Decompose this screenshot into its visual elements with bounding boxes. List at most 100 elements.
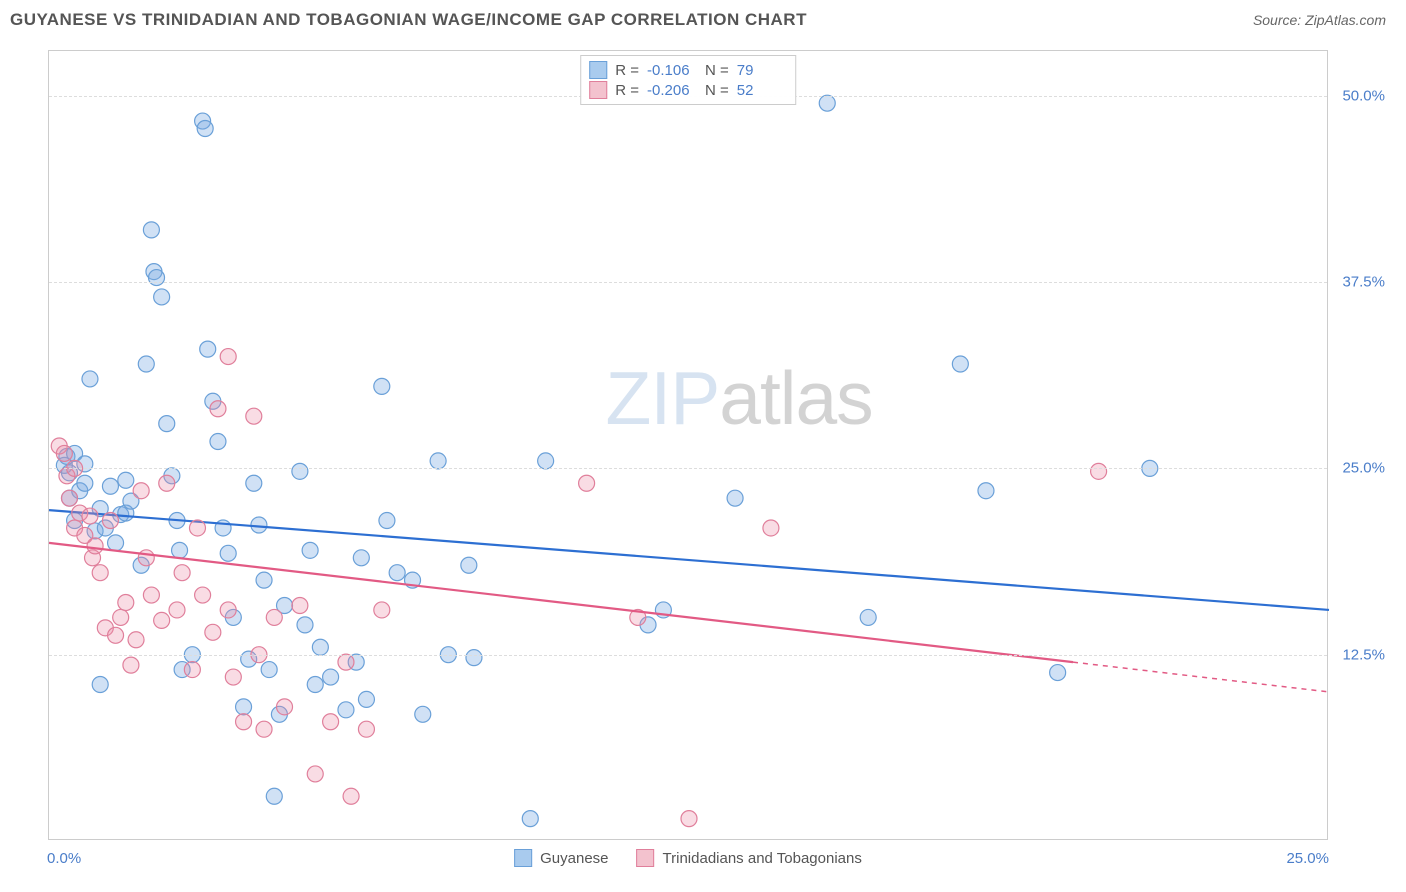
regression-line-dashed bbox=[1073, 662, 1329, 692]
scatter-point bbox=[77, 475, 93, 491]
legend-bottom: Guyanese Trinidadians and Tobagonians bbox=[514, 849, 862, 867]
scatter-point bbox=[61, 490, 77, 506]
scatter-point bbox=[149, 270, 165, 286]
scatter-point bbox=[256, 572, 272, 588]
scatter-point bbox=[292, 597, 308, 613]
gridline bbox=[49, 282, 1327, 283]
scatter-point bbox=[189, 520, 205, 536]
scatter-point bbox=[522, 811, 538, 827]
scatter-point bbox=[860, 609, 876, 625]
scatter-point bbox=[323, 669, 339, 685]
scatter-point bbox=[102, 478, 118, 494]
scatter-point bbox=[82, 371, 98, 387]
scatter-point bbox=[236, 699, 252, 715]
legend-r-label-1: R = bbox=[615, 82, 639, 99]
scatter-point bbox=[343, 788, 359, 804]
scatter-point bbox=[123, 657, 139, 673]
legend-swatch-0 bbox=[589, 61, 607, 79]
y-tick-label: 12.5% bbox=[1342, 646, 1385, 663]
scatter-point bbox=[108, 627, 124, 643]
scatter-point bbox=[297, 617, 313, 633]
scatter-point bbox=[108, 535, 124, 551]
scatter-point bbox=[307, 766, 323, 782]
legend-bottom-item-1: Trinidadians and Tobagonians bbox=[637, 849, 862, 867]
scatter-point bbox=[118, 472, 134, 488]
x-tick-left: 0.0% bbox=[47, 850, 81, 867]
scatter-point bbox=[266, 788, 282, 804]
scatter-point bbox=[466, 650, 482, 666]
scatter-point bbox=[1091, 463, 1107, 479]
scatter-point bbox=[353, 550, 369, 566]
scatter-point bbox=[82, 508, 98, 524]
scatter-point bbox=[128, 632, 144, 648]
legend-n-label-0: N = bbox=[705, 62, 729, 79]
source-label: Source: ZipAtlas.com bbox=[1253, 12, 1386, 28]
y-tick-label: 25.0% bbox=[1342, 460, 1385, 477]
scatter-point bbox=[118, 595, 134, 611]
scatter-point bbox=[358, 721, 374, 737]
scatter-point bbox=[461, 557, 477, 573]
chart-header: GUYANESE VS TRINIDADIAN AND TOBAGONIAN W… bbox=[0, 0, 1406, 40]
legend-bottom-item-0: Guyanese bbox=[514, 849, 608, 867]
gridline bbox=[49, 655, 1327, 656]
scatter-point bbox=[379, 513, 395, 529]
chart-svg bbox=[49, 51, 1327, 839]
y-tick-label: 37.5% bbox=[1342, 274, 1385, 291]
scatter-point bbox=[92, 565, 108, 581]
legend-bottom-swatch-0 bbox=[514, 849, 532, 867]
chart-title: GUYANESE VS TRINIDADIAN AND TOBAGONIAN W… bbox=[10, 10, 807, 30]
scatter-point bbox=[538, 453, 554, 469]
scatter-point bbox=[169, 602, 185, 618]
plot-area: ZIPatlas R = -0.106 N = 79 R = -0.206 N … bbox=[48, 50, 1328, 840]
scatter-point bbox=[220, 602, 236, 618]
scatter-point bbox=[312, 639, 328, 655]
scatter-point bbox=[389, 565, 405, 581]
legend-n-val-0: 79 bbox=[737, 62, 787, 79]
scatter-point bbox=[579, 475, 595, 491]
scatter-point bbox=[184, 662, 200, 678]
gridline bbox=[49, 468, 1327, 469]
scatter-point bbox=[200, 341, 216, 357]
legend-n-label-1: N = bbox=[705, 82, 729, 99]
scatter-point bbox=[1050, 665, 1066, 681]
scatter-point bbox=[172, 542, 188, 558]
scatter-point bbox=[138, 550, 154, 566]
scatter-point bbox=[210, 434, 226, 450]
scatter-point bbox=[143, 222, 159, 238]
scatter-point bbox=[415, 706, 431, 722]
scatter-point bbox=[266, 609, 282, 625]
scatter-point bbox=[246, 408, 262, 424]
scatter-point bbox=[102, 513, 118, 529]
scatter-point bbox=[681, 811, 697, 827]
scatter-point bbox=[92, 676, 108, 692]
legend-r-val-0: -0.106 bbox=[647, 62, 697, 79]
scatter-point bbox=[220, 349, 236, 365]
scatter-point bbox=[205, 624, 221, 640]
scatter-point bbox=[374, 602, 390, 618]
scatter-point bbox=[261, 662, 277, 678]
scatter-point bbox=[159, 475, 175, 491]
scatter-point bbox=[210, 401, 226, 417]
scatter-point bbox=[236, 714, 252, 730]
scatter-point bbox=[174, 565, 190, 581]
scatter-point bbox=[113, 609, 129, 625]
legend-r-val-1: -0.206 bbox=[647, 82, 697, 99]
scatter-point bbox=[307, 676, 323, 692]
scatter-point bbox=[197, 121, 213, 137]
scatter-point bbox=[154, 612, 170, 628]
scatter-point bbox=[374, 378, 390, 394]
legend-row-series-0: R = -0.106 N = 79 bbox=[589, 60, 787, 80]
scatter-point bbox=[819, 95, 835, 111]
scatter-point bbox=[138, 356, 154, 372]
regression-line bbox=[49, 510, 1329, 610]
chart-container: GUYANESE VS TRINIDADIAN AND TOBAGONIAN W… bbox=[0, 0, 1406, 892]
scatter-point bbox=[952, 356, 968, 372]
scatter-point bbox=[87, 538, 103, 554]
legend-row-series-1: R = -0.206 N = 52 bbox=[589, 80, 787, 100]
scatter-point bbox=[292, 463, 308, 479]
scatter-point bbox=[159, 416, 175, 432]
scatter-point bbox=[763, 520, 779, 536]
scatter-point bbox=[154, 289, 170, 305]
legend-bottom-label-1: Trinidadians and Tobagonians bbox=[663, 850, 862, 867]
scatter-point bbox=[302, 542, 318, 558]
